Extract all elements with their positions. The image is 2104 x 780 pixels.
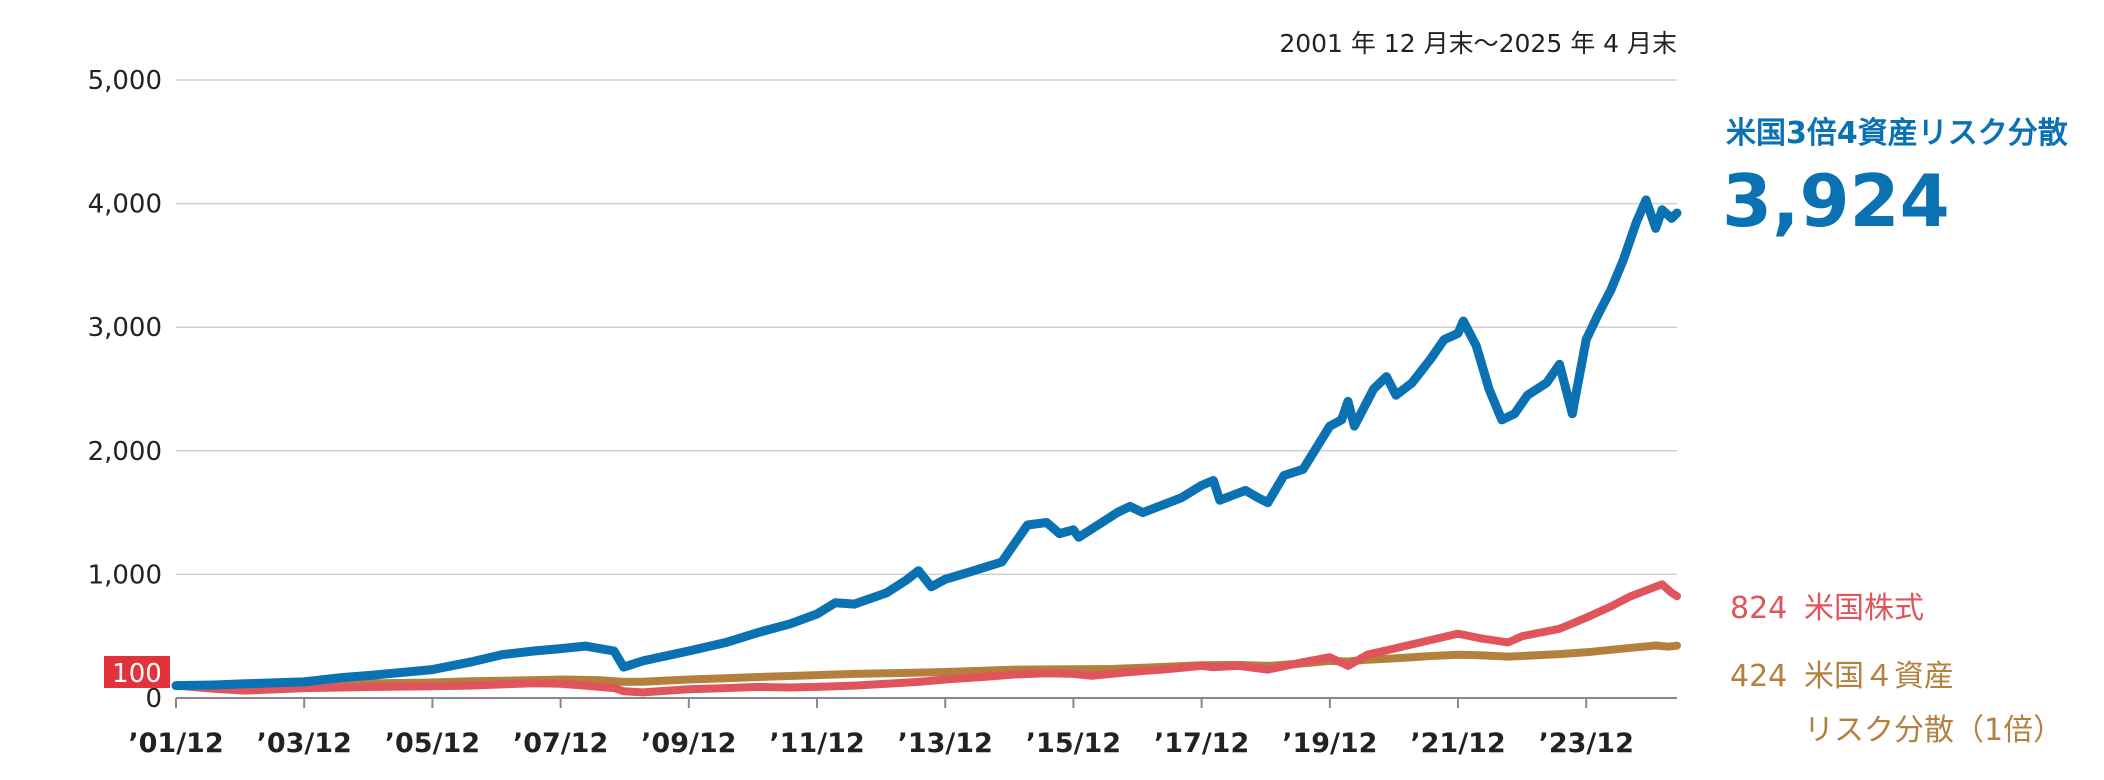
x-tick-label: ’09/12 [641,728,736,759]
series-name-us-stock: 米国株式 [1804,591,1924,626]
series-final-us-stock: 824 [1730,591,1787,626]
series-final-unleveraged: 424 [1730,659,1787,694]
y-tick-label: 4,000 [88,190,162,220]
x-axis: ’01/12 ’03/12 ’05/12 ’07/12 ’09/12 ’11/12 ’13/… [128,698,1634,759]
y-axis: 0 1,000 2,000 3,000 4,000 5,000 [88,66,162,714]
series-lines [171,195,1682,697]
y-tick-label: 2,000 [88,437,162,467]
y-tick-label: 0 [145,684,162,714]
series-line-1 [172,580,1681,697]
series-final-leveraged: 3,924 [1722,159,1950,243]
x-tick-label: ’23/12 [1539,728,1634,759]
grid-lines [176,79,1677,699]
x-tick-label: ’05/12 [385,728,480,759]
y-tick-label: 1,000 [88,560,162,590]
y-tick-label: 5,000 [88,66,162,96]
series-line-0 [171,195,1682,691]
x-tick-label: ’07/12 [513,728,608,759]
x-tick-label: ’15/12 [1026,728,1121,759]
period-label: 2001 年 12 月末～2025 年 4 月末 [1279,29,1677,58]
series-labels: 米国3倍4資産リスク分散 3,924 824 米国株式 424 米国４資産 リス… [1722,116,2068,748]
series-name-unleveraged-line1: 米国４資産 [1804,659,1954,694]
series-name-unleveraged-line2: リスク分散（1倍） [1804,713,2063,748]
y-tick-label: 3,000 [88,313,162,343]
x-tick-label: ’01/12 [128,728,223,759]
x-tick-label: ’11/12 [769,728,864,759]
series-name-leveraged: 米国3倍4資産リスク分散 [1726,116,2068,151]
x-tick-label: ’03/12 [257,728,352,759]
x-tick-label: ’19/12 [1282,728,1377,759]
base-value-label: 100 [112,659,162,689]
x-tick-label: ’21/12 [1410,728,1505,759]
base-value-badge-box [104,656,170,688]
base-value-badge: 100 [104,656,170,689]
x-tick-label: ’17/12 [1154,728,1249,759]
x-tick-label: ’13/12 [898,728,993,759]
